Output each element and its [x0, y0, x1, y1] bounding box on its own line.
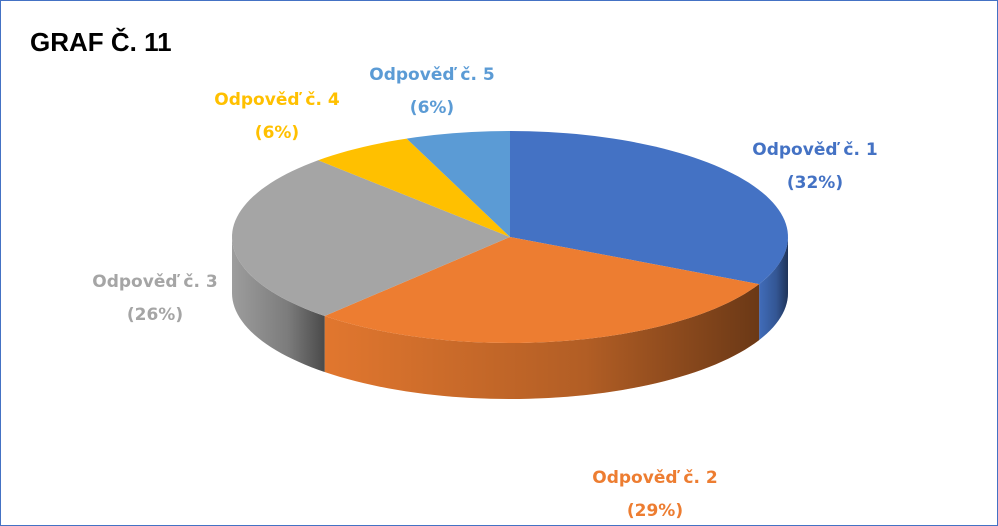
slice [318, 138, 510, 237]
slice-label: Odpověď č. 4 [214, 90, 340, 110]
slice-side-shade [759, 237, 788, 341]
slice-side-shade [232, 237, 325, 372]
slice-value-label: (26%) [127, 305, 183, 325]
slice-value-label: (29%) [627, 501, 683, 521]
slice-value-label: (6%) [255, 123, 299, 143]
slice [406, 131, 510, 237]
slice-value-label: (32%) [787, 173, 843, 193]
slice [232, 160, 511, 316]
slice [324, 237, 760, 343]
slice-label: Odpověď č. 5 [369, 65, 494, 85]
slice-side-shade [324, 284, 760, 399]
slice-label: Odpověď č. 2 [592, 468, 717, 488]
slice-label: Odpověď č. 3 [92, 272, 217, 292]
slice-label: Odpověď č. 1 [752, 140, 877, 160]
slice [510, 131, 788, 285]
slice-value-label: (6%) [410, 98, 454, 118]
chart-title: GRAF Č. 11 [30, 27, 172, 57]
